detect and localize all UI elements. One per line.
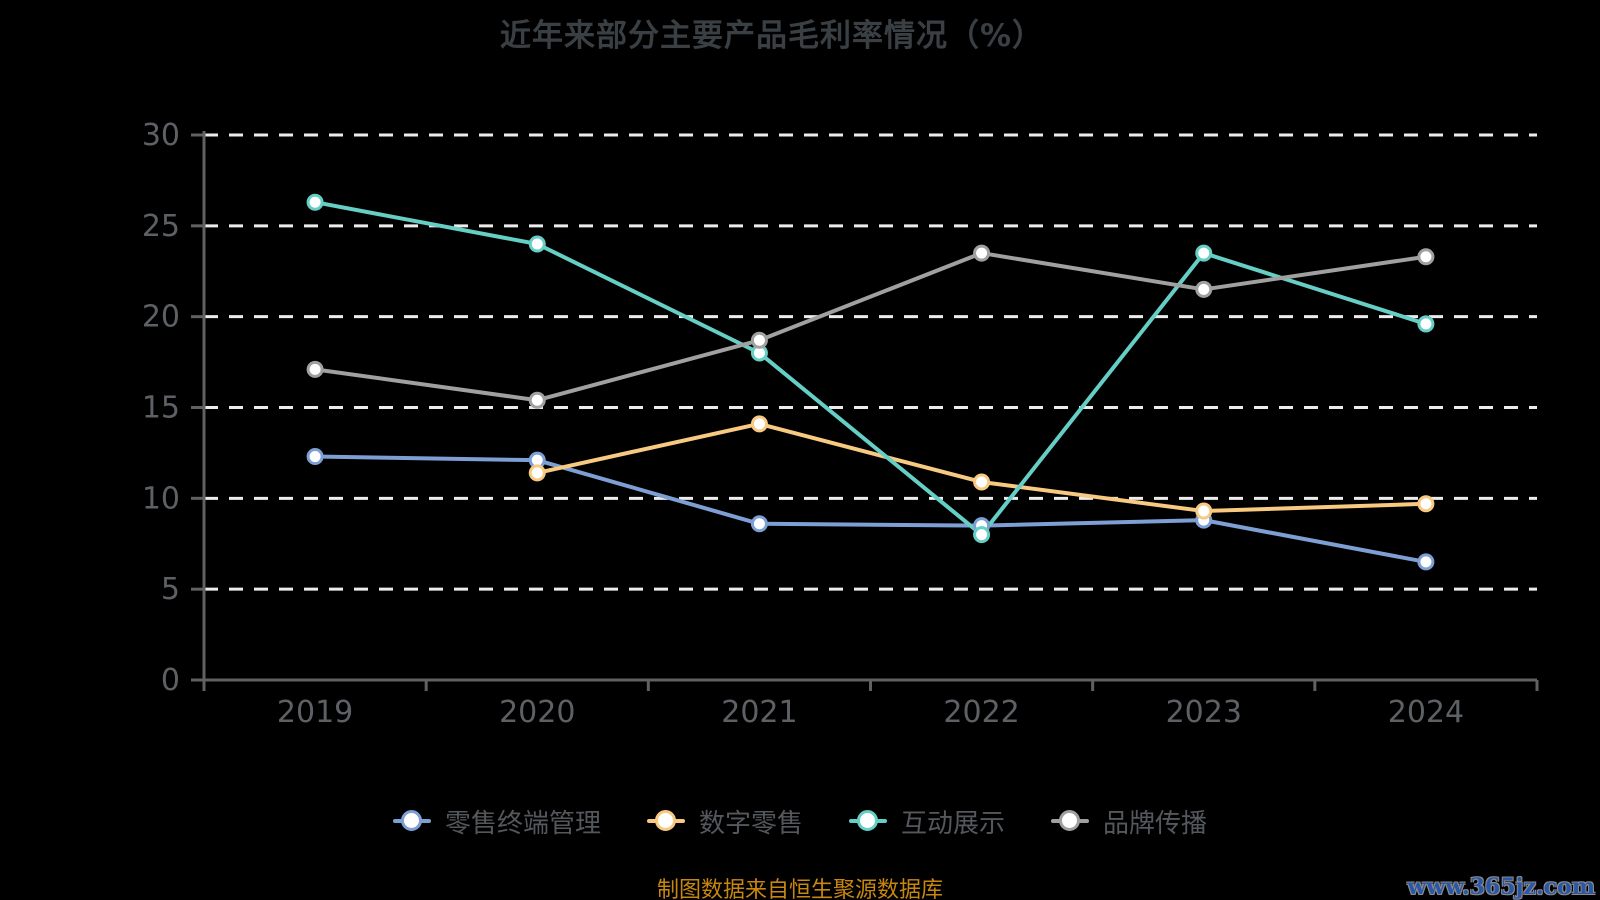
legend-marker-icon [646,810,685,832]
x-tick-label: 2023 [1166,695,1242,730]
series-line-0 [313,454,1428,564]
data-point-1-2022[interactable] [973,473,991,491]
y-tick-label: 15 [142,391,180,426]
data-point-2-2020[interactable] [528,235,546,253]
x-tick-label: 2019 [277,695,353,730]
legend-marker-icon [849,810,887,832]
legend-item-interactive-display[interactable]: 互动展示 [849,803,1005,840]
legend: 零售终端管理 数字零售 互动展示 品牌传播 [0,799,1600,843]
data-point-1-2021[interactable] [750,415,768,433]
data-point-3-2023[interactable] [1195,280,1213,298]
y-tick-label: 20 [142,300,180,335]
x-tick-label: 2020 [499,695,575,730]
data-point-2-2023[interactable] [1195,244,1213,262]
legend-label: 互动展示 [901,808,1006,839]
data-point-2-2022[interactable] [973,526,991,544]
data-point-1-2023[interactable] [1195,502,1213,520]
x-tick-label: 2024 [1388,695,1464,730]
legend-item-digital-retail[interactable]: 数字零售 [646,803,803,840]
y-tick-label: 25 [142,209,180,244]
legend-item-brand-communication[interactable]: 品牌传播 [1051,803,1207,840]
x-tick-label: 2022 [943,695,1019,730]
y-tick-label: 0 [161,663,180,698]
y-tick-label: 5 [161,572,180,607]
data-point-0-2021[interactable] [750,515,768,533]
data-point-3-2022[interactable] [973,244,991,262]
legend-item-retail-terminal-mgmt[interactable]: 零售终端管理 [392,803,601,840]
y-tick-label: 30 [142,118,180,153]
data-point-3-2021[interactable] [750,331,768,349]
legend-label: 零售终端管理 [444,808,601,839]
data-point-1-2020[interactable] [528,464,546,482]
chart-title: 近年来部分主要产品毛利率情况（%） [499,18,1045,54]
data-point-0-2024[interactable] [1417,553,1435,571]
series-line-3 [313,251,1428,403]
data-point-1-2024[interactable] [1417,495,1435,513]
data-point-3-2024[interactable] [1417,248,1435,266]
legend-label: 品牌传播 [1103,808,1208,839]
data-point-2-2024[interactable] [1417,315,1435,333]
data-point-3-2019[interactable] [306,360,324,378]
x-tick-label: 2021 [721,695,797,730]
y-tick-label: 10 [142,481,180,516]
data-point-0-2019[interactable] [306,448,324,466]
data-source-note: 制图数据来自恒生聚源数据库 [656,878,943,900]
data-point-2-2019[interactable] [306,193,324,211]
watermark-link[interactable]: www.365jz.com [1407,874,1595,900]
series-line-2 [313,200,1428,537]
legend-marker-icon [392,810,431,832]
legend-label: 数字零售 [698,808,803,839]
data-point-3-2020[interactable] [528,391,546,409]
legend-marker-icon [1051,810,1090,832]
